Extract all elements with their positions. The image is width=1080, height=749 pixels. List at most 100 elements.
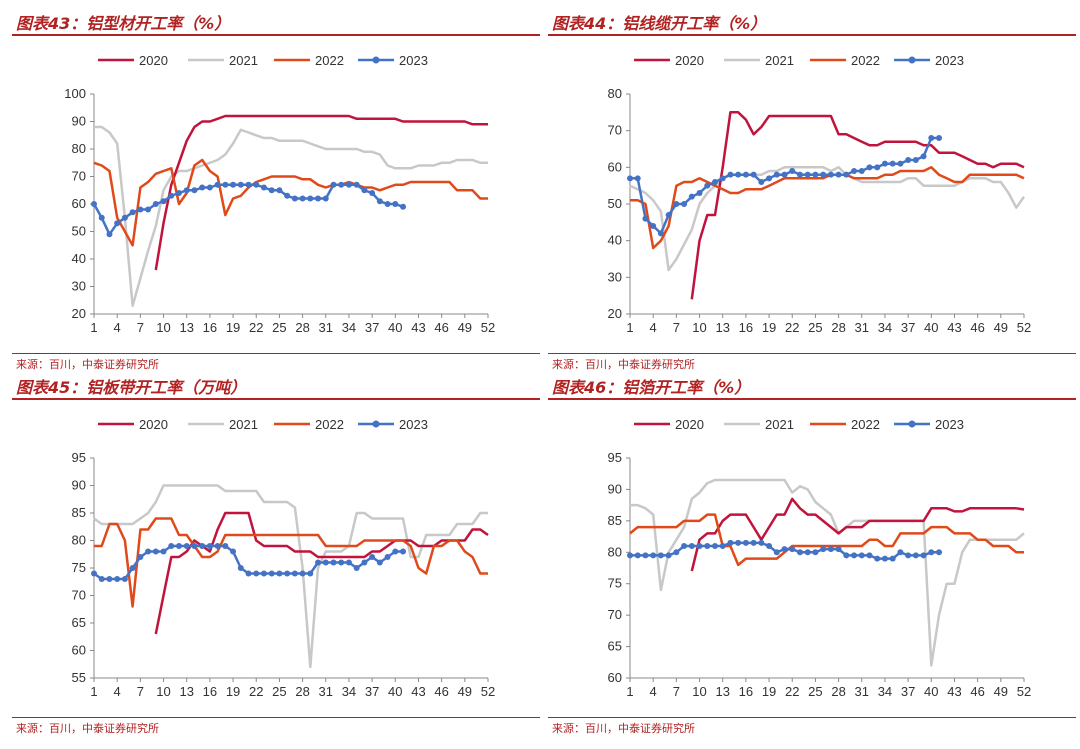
data-point-2023 <box>727 539 734 546</box>
panel-source: 来源：百川，中泰证券研究所 <box>552 358 695 371</box>
x-tick-label: 13 <box>715 684 729 699</box>
x-tick-label: 37 <box>901 684 915 699</box>
x-tick-label: 34 <box>878 684 892 699</box>
x-tick-label: 1 <box>90 684 97 699</box>
x-tick-label: 34 <box>878 320 892 335</box>
data-point-2023 <box>191 187 198 194</box>
panel-title: 图表45：铝板带开工率（万吨） <box>16 378 247 397</box>
series-line-2020 <box>154 511 489 635</box>
data-point-2023 <box>129 209 136 216</box>
x-tick-label: 37 <box>365 684 379 699</box>
x-tick-label: 28 <box>831 684 845 699</box>
data-point-2023 <box>881 160 888 167</box>
data-point-2023 <box>152 201 159 207</box>
data-point-2023 <box>369 190 376 196</box>
x-tick-label: 7 <box>137 320 144 335</box>
data-point-2023 <box>789 546 796 553</box>
y-tick-label: 40 <box>72 251 86 266</box>
data-point-2023 <box>812 171 819 178</box>
data-point-2023 <box>858 552 865 559</box>
x-tick-label: 46 <box>434 320 448 335</box>
x-tick-label: 34 <box>342 684 356 699</box>
y-tick-label: 80 <box>72 141 86 156</box>
x-tick-label: 4 <box>114 684 121 699</box>
x-tick-label: 28 <box>295 684 309 699</box>
data-point-2023 <box>353 565 360 571</box>
data-point-2023 <box>681 201 688 207</box>
data-point-2023 <box>345 559 352 566</box>
y-tick-label: 65 <box>72 615 86 630</box>
data-point-2023 <box>920 552 927 559</box>
y-tick-label: 80 <box>608 86 622 101</box>
x-tick-label: 40 <box>924 320 938 335</box>
x-tick-label: 19 <box>762 320 776 335</box>
data-point-2023 <box>183 543 190 549</box>
data-point-2023 <box>642 215 649 222</box>
x-tick-label: 22 <box>785 320 799 335</box>
x-tick-label: 22 <box>249 320 263 335</box>
data-point-2023 <box>905 552 912 559</box>
y-tick-label: 55 <box>72 670 86 685</box>
data-point-2023 <box>106 231 113 238</box>
data-point-2023 <box>98 214 105 221</box>
legend-label: 2021 <box>229 417 258 432</box>
data-point-2023 <box>789 168 796 174</box>
data-point-2023 <box>137 554 144 560</box>
data-point-2023 <box>735 171 742 178</box>
series-line-2022 <box>630 166 1025 250</box>
legend-label: 2023 <box>399 417 428 432</box>
legend-label: 2021 <box>765 417 794 432</box>
data-point-2023 <box>230 548 237 555</box>
x-tick-label: 1 <box>90 320 97 335</box>
data-point-2023 <box>322 559 329 566</box>
data-point-2023 <box>400 203 407 210</box>
data-point-2023 <box>307 570 314 577</box>
data-point-2023 <box>98 576 105 582</box>
x-tick-label: 40 <box>388 320 402 335</box>
data-point-2023 <box>812 549 819 556</box>
x-tick-label: 31 <box>319 320 333 335</box>
data-point-2023 <box>696 543 703 549</box>
y-tick-label: 100 <box>64 86 86 101</box>
data-point-2023 <box>284 570 291 577</box>
data-point-2023 <box>199 543 206 549</box>
data-point-2023 <box>330 559 337 566</box>
x-tick-label: 28 <box>831 320 845 335</box>
data-point-2023 <box>881 555 888 562</box>
data-point-2023 <box>827 171 834 178</box>
data-point-2023 <box>843 552 850 559</box>
panel-aluminum-profile: 图表43：铝型材开工率（%） 20 30 40 50 60 70 80 90 100 1 4 7 10 1… <box>12 8 540 376</box>
y-tick-label: 20 <box>72 306 86 321</box>
data-point-2023 <box>796 549 803 556</box>
data-point-2023 <box>392 548 399 555</box>
data-point-2023 <box>673 201 680 207</box>
data-point-2023 <box>835 546 842 553</box>
data-point-2023 <box>704 543 711 549</box>
data-point-2023 <box>634 175 641 182</box>
y-tick-label: 70 <box>608 123 622 138</box>
series-line-2021 <box>630 478 1025 667</box>
x-tick-label: 4 <box>650 684 657 699</box>
legend-label: 2020 <box>139 417 168 432</box>
data-point-2023 <box>168 192 175 199</box>
x-tick-label: 10 <box>692 320 706 335</box>
legend-label: 2023 <box>399 53 428 68</box>
panel-aluminum-sheet: 图表45：铝板带开工率（万吨） 55 60 65 70 75 80 85 90 95 1 4 7 10 1… <box>12 372 540 740</box>
data-point-2023 <box>843 171 850 178</box>
data-point-2023 <box>781 546 788 553</box>
data-point-2023 <box>936 135 943 141</box>
data-point-2023 <box>315 195 322 202</box>
data-point-2023 <box>766 175 773 182</box>
x-tick-label: 16 <box>739 684 753 699</box>
data-point-2023 <box>361 187 368 194</box>
panel-aluminum-foil: 图表46：铝箔开工率（%） 60 65 70 75 80 85 90 95 1 4 7 10 13 16 1… <box>548 372 1076 740</box>
panel-source-bar: 来源：百川，中泰证券研究所 <box>12 353 540 372</box>
data-point-2023 <box>253 181 260 188</box>
x-tick-label: 40 <box>388 684 402 699</box>
data-point-2023 <box>928 549 935 556</box>
data-point-2023 <box>145 206 152 213</box>
y-tick-label: 90 <box>72 114 86 129</box>
x-tick-label: 10 <box>156 684 170 699</box>
data-point-2023 <box>851 552 858 559</box>
data-point-2023 <box>91 570 97 577</box>
